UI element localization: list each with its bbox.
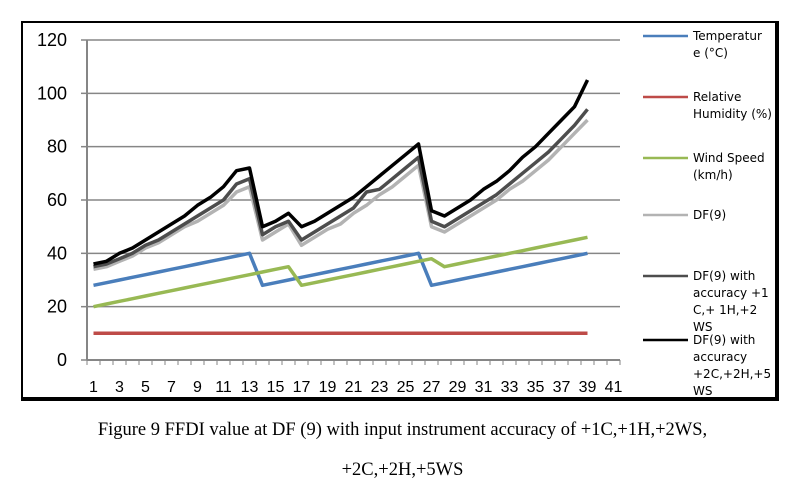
x-tick-label: 31 [475,379,493,396]
x-tick-label: 21 [345,379,363,396]
y-tick-label: 100 [37,83,67,103]
x-tick-label: 35 [527,379,545,396]
y-tick-label: 60 [47,190,67,210]
x-tick-label: 15 [267,379,285,396]
y-tick-label: 40 [47,243,67,263]
x-tick-label: 9 [193,379,202,396]
legend-label: DF(9) [693,208,726,222]
x-tick-label: 19 [319,379,337,396]
x-tick-label: 17 [293,379,311,396]
legend-label: Wind Speed [693,151,765,165]
legend-label: Relative [693,90,741,104]
series-line-df-9 [93,118,589,272]
x-tick-label: 33 [501,379,519,396]
gridlines [87,39,620,308]
x-tick-label: 27 [423,379,441,396]
x-tick-label: 23 [371,379,389,396]
y-tick-label: 80 [47,137,67,157]
chart-frame [21,21,779,401]
legend-label: e (°C) [693,46,728,60]
x-tick-label: 1 [89,379,98,396]
x-tick-label: 25 [397,379,415,396]
y-tick-label: 120 [37,30,67,50]
x-tick-label: 3 [115,379,124,396]
x-tick-label: 7 [167,379,176,396]
legend-label: (km/h) [693,168,733,182]
legend-label: Humidity (%) [693,107,772,121]
legend-label: +2C,+2H,+5 [693,367,771,381]
legend-label: WS [693,320,712,334]
y-tick-label: 20 [47,297,67,317]
legend-label: DF(9) with [693,333,755,347]
legend-label: C,+ 1H,+2 [693,303,757,317]
x-tick-label: 29 [449,379,467,396]
x-tick-label: 13 [241,379,259,396]
legend-label: Temperatur [692,29,762,43]
x-tick-labels: 1 3 5 7 9 11 13 15 17 19 21 23 25 27 29 31 33 35 37 39 41 [89,379,622,396]
series-line-df-9-with-accuracy-1c-1h-2ws [93,108,589,269]
figure-caption-line-1: Figure 9 FFDI value at DF (9) with input… [97,420,708,440]
series-line-temperature-c [93,251,588,288]
legend-label: accuracy +1 [693,286,769,300]
axes [81,39,621,365]
legend-label: WS [693,384,712,398]
y-tick-labels: 0 20 40 60 80 100 120 [37,30,67,370]
x-tick-label: 39 [579,379,597,396]
x-tick-label: 37 [553,379,571,396]
x-tick-label: 11 [215,379,232,396]
x-tick-label: 41 [605,379,623,396]
y-tick-label: 0 [57,350,67,370]
series-line-df-9-with-accuracy-2c-2h-5ws [93,79,590,266]
x-tick-label: 5 [141,379,150,396]
figure-caption-line-2: +2C,+2H,+5WS [341,460,464,480]
series-lines [93,79,590,336]
legend: Temperatur e (°C) Relative Humidity (%) Wind… [643,29,772,398]
legend-label: DF(9) with [693,269,755,283]
legend-label: accuracy [693,350,747,364]
series-line-wind-speed-km-h [93,235,588,309]
